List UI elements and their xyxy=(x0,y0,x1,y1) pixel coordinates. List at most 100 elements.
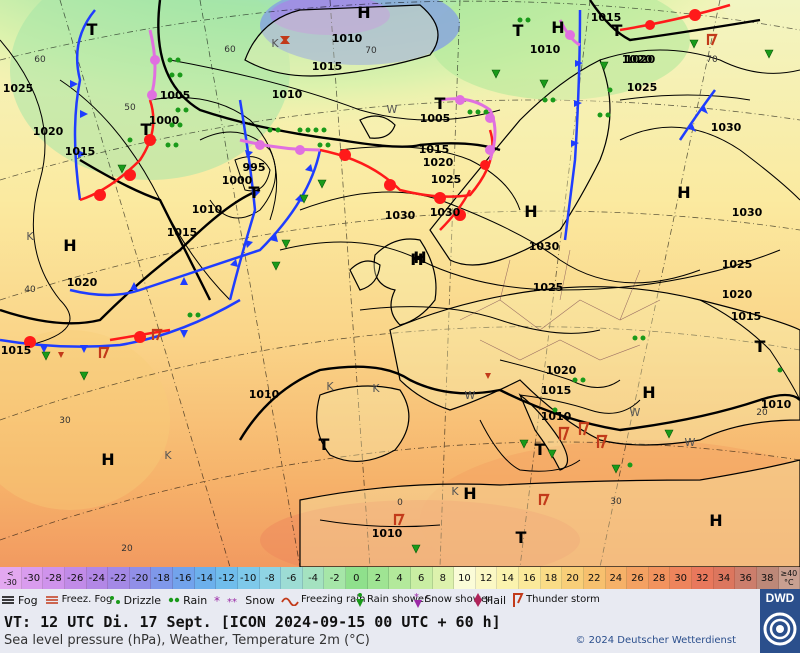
legend-freezing-fog: Freez. Fog xyxy=(44,594,112,606)
legend-snow-label: Snow xyxy=(245,593,275,607)
map-info: VT: 12 UTC Di. 17 Sept. [ICON 2024-09-15… xyxy=(0,611,760,653)
isobar-label: 1020 xyxy=(67,276,98,289)
copyright: © 2024 Deutscher Wetterdienst xyxy=(575,635,736,646)
scale-cell: -6 xyxy=(281,567,303,589)
map-description: Sea level pressure (hPa), Weather, Tempe… xyxy=(4,633,370,648)
coastlines xyxy=(244,4,800,567)
graticule-label: 60 xyxy=(34,55,46,65)
scale-cell: -2 xyxy=(324,567,346,589)
scale-cell: 26 xyxy=(627,567,649,589)
scale-cell: -4 xyxy=(302,567,325,589)
fronts xyxy=(0,3,731,353)
legend-rain-shower-label: Rain shower xyxy=(366,594,429,605)
scale-cell: 36 xyxy=(735,567,757,589)
isobar-label: 1010 xyxy=(530,43,561,56)
low-pressure-center: T xyxy=(516,528,527,547)
air-mass-label: W xyxy=(685,436,696,449)
scale-cell: -16 xyxy=(173,567,195,589)
isobar-label: 1015 xyxy=(312,60,343,73)
legend-snow-shower-label: Snow shower xyxy=(424,594,492,605)
graticule-label: 20 xyxy=(756,408,768,418)
legend-thunderstorm-label: Thunder storm xyxy=(526,594,600,605)
drizzle-icon xyxy=(109,596,120,604)
snow-shower-icon: * xyxy=(413,592,422,608)
scale-cell: 10 xyxy=(454,567,476,589)
weather-legend: Fog Freez. Fog Drizzle Rain * ** Snow Fr… xyxy=(0,589,800,611)
svg-text:*: * xyxy=(414,592,419,603)
isobar-label: 1005 xyxy=(420,112,451,125)
isobar-label: 1010 xyxy=(249,388,280,401)
isobar-label: 1025 xyxy=(533,281,564,294)
low-pressure-center: T xyxy=(87,20,98,39)
isobar-label: 1015 xyxy=(591,11,622,24)
isobar-label: 1030 xyxy=(529,240,560,253)
isobar-label: 1010 xyxy=(761,398,792,411)
scale-cell: 34 xyxy=(713,567,736,589)
air-mass-label: K xyxy=(372,382,380,395)
air-mass-label: K xyxy=(326,380,334,393)
scale-cell: 24 xyxy=(605,567,628,589)
low-pressure-center: T xyxy=(435,94,446,113)
thunderstorm-icon xyxy=(513,593,524,607)
scale-cell: -24 xyxy=(86,567,109,589)
high-pressure-center: H xyxy=(63,236,76,255)
scale-cell: -28 xyxy=(43,567,65,589)
scale-cell: 18 xyxy=(540,567,563,589)
scale-cell: -20 xyxy=(129,567,152,589)
high-pressure-center: H xyxy=(101,450,114,469)
graticule-labels: 60 70 60 50 40 30 20 0 30 20 70 xyxy=(24,45,768,554)
air-mass-label: W xyxy=(387,103,398,116)
rain-shower-icon xyxy=(355,593,364,607)
isobar-label: 1020 xyxy=(625,53,656,66)
high-pressure-center: H xyxy=(410,250,423,269)
air-mass-label: W xyxy=(465,389,476,402)
borders xyxy=(459,249,661,361)
isobar-label: 1010 xyxy=(332,32,363,45)
graticule-label: 30 xyxy=(59,416,71,426)
scale-cell: 12 xyxy=(475,567,498,589)
pressure-labels: 1025102010151010100510009951030101510201… xyxy=(1,11,792,540)
weather-map: 1025102010151010100510009951030101510201… xyxy=(0,0,800,567)
high-pressure-center: H xyxy=(551,18,564,37)
isobar-label: 1015 xyxy=(167,226,198,239)
graticule-label: 70 xyxy=(706,55,718,65)
scale-cell: 38 xyxy=(756,567,779,589)
hail-icon xyxy=(473,593,482,607)
weather-symbols xyxy=(41,17,783,554)
snow-heavy-icon: ** xyxy=(227,597,237,606)
isobar-label: 1000 xyxy=(149,114,180,127)
legend-rain: Rain xyxy=(167,594,207,607)
isobar-label: 1010 xyxy=(272,88,303,101)
low-pressure-center: T xyxy=(612,21,623,40)
isobar-label: 1020 xyxy=(622,53,653,66)
scale-cell: 14 xyxy=(497,567,519,589)
scale-cell: -14 xyxy=(194,567,217,589)
scale-cell: 20 xyxy=(562,567,584,589)
graticule-label: 40 xyxy=(24,285,36,295)
air-mass-label: K xyxy=(271,37,279,50)
low-pressure-center: T xyxy=(141,120,152,139)
legend-hail: Hail xyxy=(473,592,506,608)
high-pressure-center: H xyxy=(642,383,655,402)
high-pressure-center: H xyxy=(463,484,476,503)
graticule xyxy=(0,0,800,567)
isobar-label: 1000 xyxy=(222,174,253,187)
low-pressure-center: T xyxy=(513,21,524,40)
legend-snow-shower: * Snow shower xyxy=(413,592,492,608)
scale-cell: 32 xyxy=(692,567,714,589)
valid-time: VT: 12 UTC Di. 17 Sept. [ICON 2024-09-15… xyxy=(4,613,501,631)
legend-freezing-rain-label: Freezing rain xyxy=(300,594,366,605)
scale-cell: -8 xyxy=(259,567,282,589)
graticule-label: 60 xyxy=(224,45,236,55)
isobar-label: 1030 xyxy=(711,121,742,134)
isobar-label: 1020 xyxy=(722,288,753,301)
isobar-label: 1030 xyxy=(430,206,461,219)
isobar-label: 1020 xyxy=(423,156,454,169)
isobar-label: 1015 xyxy=(1,344,32,357)
isobar-label: 1030 xyxy=(732,206,763,219)
graticule-label: 70 xyxy=(365,46,377,56)
graticule-label: 0 xyxy=(397,498,403,508)
isobar-label: 1025 xyxy=(3,82,34,95)
dwd-swirl-icon xyxy=(763,612,797,646)
